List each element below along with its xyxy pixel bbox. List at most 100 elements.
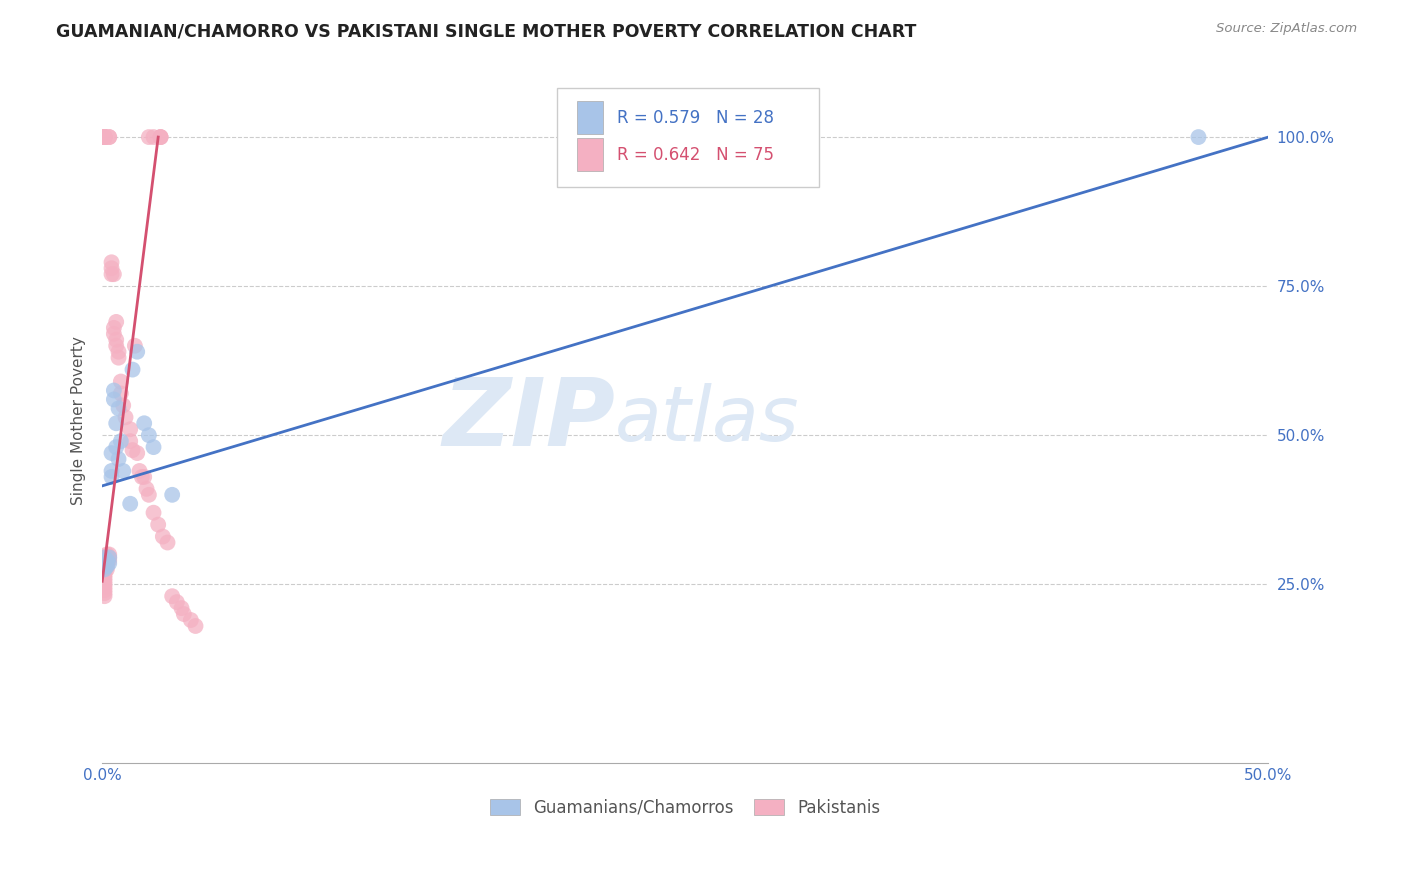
Point [98, 550, 121, 565]
Point [124, 339, 146, 353]
Point [121, 443, 143, 458]
Point [105, 315, 128, 329]
Point [93, 568, 115, 582]
Point [98, 548, 121, 562]
Point [105, 339, 128, 353]
Point [93, 577, 115, 591]
Point [112, 464, 135, 478]
Point [138, 130, 160, 145]
Point [100, 267, 122, 281]
Point [93, 550, 115, 565]
Point [93, 580, 115, 594]
Point [173, 607, 195, 621]
Point [98, 130, 121, 145]
Point [120, 422, 142, 436]
Point [105, 440, 128, 454]
Point [93, 571, 115, 585]
Point [93, 550, 115, 565]
Point [1187, 130, 1209, 145]
Point [96, 557, 118, 571]
Bar [576, 102, 603, 135]
Text: R = 0.642   N = 75: R = 0.642 N = 75 [616, 146, 773, 164]
Point [98, 557, 121, 571]
Point [184, 619, 207, 633]
Y-axis label: Single Mother Poverty: Single Mother Poverty [72, 336, 86, 505]
Point [93, 130, 115, 145]
Point [93, 130, 115, 145]
Point [142, 506, 165, 520]
Legend: Guamanians/Chamorros, Pakistanis: Guamanians/Chamorros, Pakistanis [484, 792, 887, 823]
Point [98, 550, 121, 565]
Point [180, 613, 202, 627]
Point [96, 550, 118, 565]
Point [93, 574, 115, 589]
Point [96, 559, 118, 574]
FancyBboxPatch shape [557, 87, 820, 187]
Point [134, 470, 156, 484]
Point [93, 586, 115, 600]
Text: atlas: atlas [616, 384, 800, 458]
Point [135, 482, 157, 496]
Point [105, 417, 128, 431]
Point [100, 446, 122, 460]
Point [112, 398, 135, 412]
Point [120, 497, 142, 511]
Point [100, 464, 122, 478]
Point [93, 562, 115, 576]
Point [96, 553, 118, 567]
Point [100, 255, 122, 269]
Point [128, 464, 150, 478]
Point [110, 386, 132, 401]
Point [107, 344, 129, 359]
Point [93, 130, 115, 145]
Point [170, 601, 193, 615]
Text: ZIP: ZIP [443, 375, 616, 467]
Point [110, 375, 132, 389]
Point [149, 130, 172, 145]
Point [121, 362, 143, 376]
Point [156, 535, 179, 549]
Point [100, 470, 122, 484]
Point [127, 446, 149, 460]
Point [138, 428, 160, 442]
Point [120, 434, 142, 449]
Point [107, 401, 129, 416]
Point [93, 589, 115, 603]
Point [100, 261, 122, 276]
Point [152, 530, 174, 544]
Point [138, 488, 160, 502]
Point [96, 548, 118, 562]
Point [96, 562, 118, 576]
Bar [576, 138, 603, 171]
Point [148, 517, 170, 532]
Point [93, 566, 115, 580]
Point [103, 321, 125, 335]
Point [131, 470, 153, 484]
Point [96, 557, 118, 571]
Point [110, 434, 132, 449]
Point [142, 130, 165, 145]
Point [103, 267, 125, 281]
Point [98, 130, 121, 145]
Point [107, 351, 129, 365]
Point [96, 559, 118, 574]
Point [93, 557, 115, 571]
Point [103, 384, 125, 398]
Point [93, 559, 115, 574]
Point [149, 130, 172, 145]
Point [114, 410, 136, 425]
Point [149, 130, 172, 145]
Point [93, 130, 115, 145]
Point [166, 595, 188, 609]
Point [134, 417, 156, 431]
Point [93, 130, 115, 145]
Point [160, 589, 183, 603]
Point [105, 333, 128, 347]
Point [93, 130, 115, 145]
Text: R = 0.579   N = 28: R = 0.579 N = 28 [616, 109, 773, 127]
Point [127, 344, 149, 359]
Text: GUAMANIAN/CHAMORRO VS PAKISTANI SINGLE MOTHER POVERTY CORRELATION CHART: GUAMANIAN/CHAMORRO VS PAKISTANI SINGLE M… [56, 22, 917, 40]
Point [93, 559, 115, 574]
Point [96, 553, 118, 567]
Point [142, 440, 165, 454]
